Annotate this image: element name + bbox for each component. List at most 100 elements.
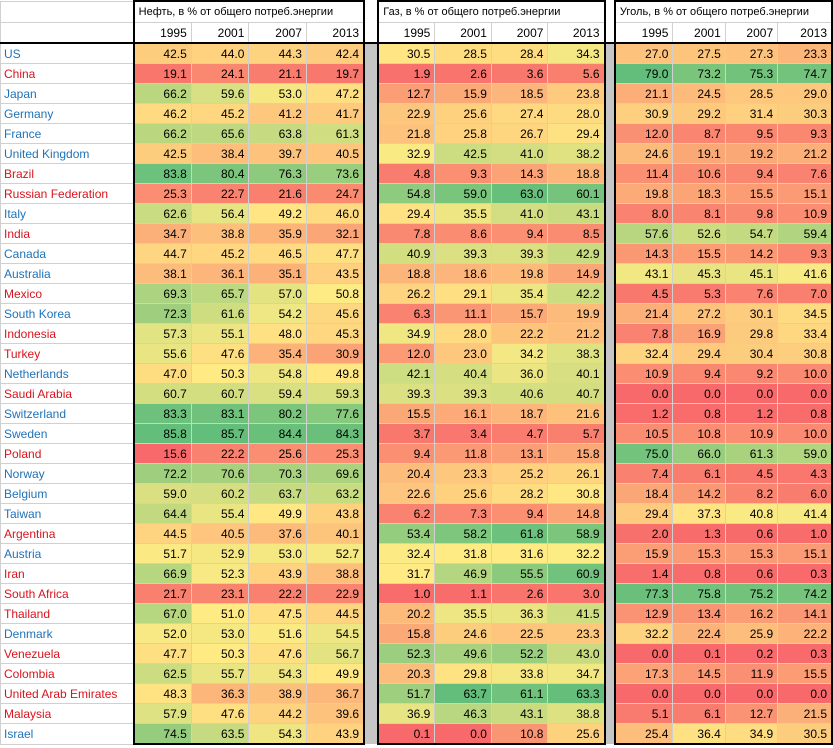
gas-value-cell: 40.4 <box>434 363 492 384</box>
gas-value-cell: 15.8 <box>547 443 606 464</box>
gas-value-cell: 43.1 <box>490 703 549 724</box>
oil-value-cell: 59.4 <box>248 383 307 404</box>
coal-value-cell: 61.3 <box>724 443 779 464</box>
table-row: Israel 74.5 63.5 54.3 43.9 0.1 0.0 10.8 25.6 25.4… <box>0 723 833 745</box>
gas-value-cell: 7.3 <box>434 503 492 524</box>
oil-year-2001: 2001 <box>190 22 250 44</box>
coal-value-cell: 1.2 <box>613 403 674 424</box>
gas-value-cell: 55.5 <box>490 563 549 584</box>
oil-group-title: Нефть, в % от общего потреб.энергии <box>132 0 366 23</box>
coal-value-cell: 10.9 <box>777 203 833 224</box>
coal-value-cell: 14.2 <box>724 243 779 264</box>
country-name: Malaysia <box>0 703 135 724</box>
coal-value-cell: 15.1 <box>777 183 833 204</box>
gas-value-cell: 1.1 <box>434 583 492 604</box>
coal-value-cell: 22.2 <box>777 623 833 644</box>
gas-value-cell: 31.8 <box>434 543 492 564</box>
gas-value-cell: 34.9 <box>377 323 436 344</box>
oil-value-cell: 38.9 <box>248 683 307 704</box>
country-name: Brazil <box>0 163 135 184</box>
gas-value-cell: 20.3 <box>377 663 436 684</box>
gas-value-cell: 36.9 <box>377 703 436 724</box>
coal-value-cell: 45.3 <box>672 263 726 284</box>
coal-value-cell: 15.5 <box>672 243 726 264</box>
oil-value-cell: 40.5 <box>305 143 366 164</box>
oil-value-cell: 45.2 <box>190 243 250 264</box>
gas-value-cell: 6.2 <box>377 503 436 524</box>
oil-value-cell: 47.6 <box>190 343 250 364</box>
coal-value-cell: 10.0 <box>777 363 833 384</box>
country-name: Germany <box>0 103 135 124</box>
table-row: United Arab Emirates 48.3 36.3 38.9 36.7 51.7… <box>0 683 833 704</box>
table-row: Saudi Arabia 60.7 60.7 59.4 59.3 39.3 39.3 40.6… <box>0 383 833 404</box>
oil-value-cell: 83.1 <box>190 403 250 424</box>
coal-value-cell: 0.0 <box>724 383 779 404</box>
table-row: Australia 38.1 36.1 35.1 43.5 18.8 18.6 19.8 14.… <box>0 263 833 284</box>
oil-value-cell: 65.7 <box>190 283 250 304</box>
oil-value-cell: 60.7 <box>190 383 250 404</box>
gas-value-cell: 22.2 <box>490 323 549 344</box>
oil-value-cell: 44.7 <box>132 243 192 264</box>
coal-value-cell: 10.5 <box>613 423 674 444</box>
gas-value-cell: 25.6 <box>434 483 492 504</box>
table-row: Italy 62.6 56.4 49.2 46.0 29.4 35.5 41.0 43.1 8.0… <box>0 203 833 224</box>
country-name: Belgium <box>0 483 135 504</box>
coal-value-cell: 27.3 <box>724 42 779 64</box>
oil-value-cell: 72.3 <box>132 303 192 324</box>
gas-value-cell: 38.8 <box>547 703 606 724</box>
country-name: Iran <box>0 563 135 584</box>
coal-value-cell: 7.8 <box>613 323 674 344</box>
coal-value-cell: 41.4 <box>777 503 833 524</box>
coal-value-cell: 73.2 <box>672 63 726 84</box>
gas-value-cell: 29.4 <box>377 203 436 224</box>
gas-value-cell: 28.0 <box>547 103 606 124</box>
gas-value-cell: 9.4 <box>490 503 549 524</box>
coal-value-cell: 14.1 <box>777 603 833 624</box>
oil-value-cell: 67.0 <box>132 603 192 624</box>
coal-value-cell: 27.2 <box>672 303 726 324</box>
gas-value-cell: 40.7 <box>547 383 606 404</box>
oil-value-cell: 22.7 <box>190 183 250 204</box>
coal-value-cell: 37.3 <box>672 503 726 524</box>
table-row: Canada 44.7 45.2 46.5 47.7 40.9 39.3 39.3 42.9 14… <box>0 243 833 264</box>
gas-value-cell: 3.4 <box>434 423 492 444</box>
coal-value-cell: 7.6 <box>724 283 779 304</box>
gas-value-cell: 3.0 <box>547 583 606 604</box>
oil-value-cell: 43.8 <box>305 503 366 524</box>
oil-value-cell: 66.2 <box>132 123 192 144</box>
oil-value-cell: 70.3 <box>248 463 307 484</box>
oil-value-cell: 15.6 <box>132 443 192 464</box>
oil-value-cell: 84.3 <box>305 423 366 444</box>
oil-value-cell: 44.0 <box>190 42 250 64</box>
coal-value-cell: 16.2 <box>724 603 779 624</box>
gas-value-cell: 18.6 <box>434 263 492 284</box>
oil-value-cell: 51.6 <box>248 623 307 644</box>
coal-value-cell: 8.1 <box>672 203 726 224</box>
table-row: Taiwan 64.4 55.4 49.9 43.8 6.2 7.3 9.4 14.8 29.4 3… <box>0 503 833 524</box>
coal-value-cell: 8.0 <box>613 203 674 224</box>
oil-value-cell: 42.5 <box>132 143 192 164</box>
table-row: Thailand 67.0 51.0 47.5 44.5 20.2 35.5 36.3 41.5… <box>0 603 833 624</box>
table-row: Netherlands 47.0 50.3 54.8 49.8 42.1 40.4 36.0 4… <box>0 363 833 384</box>
coal-value-cell: 29.4 <box>613 503 674 524</box>
coal-value-cell: 34.5 <box>777 303 833 324</box>
gas-value-cell: 29.4 <box>547 123 606 144</box>
coal-group-title: Уголь, в % от общего потреб.энергии <box>613 0 833 23</box>
coal-value-cell: 4.5 <box>613 283 674 304</box>
gas-value-cell: 18.8 <box>377 263 436 284</box>
gas-value-cell: 38.2 <box>547 143 606 164</box>
coal-value-cell: 33.4 <box>777 323 833 344</box>
table-row: US 42.5 44.0 44.3 42.4 30.5 28.5 28.4 34.3 27.0 27… <box>0 42 833 64</box>
oil-value-cell: 50.3 <box>190 363 250 384</box>
gas-value-cell: 31.7 <box>377 563 436 584</box>
gas-value-cell: 39.3 <box>434 243 492 264</box>
coal-value-cell: 6.1 <box>672 703 726 724</box>
oil-value-cell: 54.2 <box>248 303 307 324</box>
coal-value-cell: 5.1 <box>613 703 674 724</box>
oil-value-cell: 73.6 <box>305 163 366 184</box>
gas-value-cell: 0.1 <box>377 723 436 745</box>
country-name: France <box>0 123 135 144</box>
country-name: China <box>0 63 135 84</box>
gas-value-cell: 27.4 <box>490 103 549 124</box>
coal-value-cell: 15.5 <box>724 183 779 204</box>
